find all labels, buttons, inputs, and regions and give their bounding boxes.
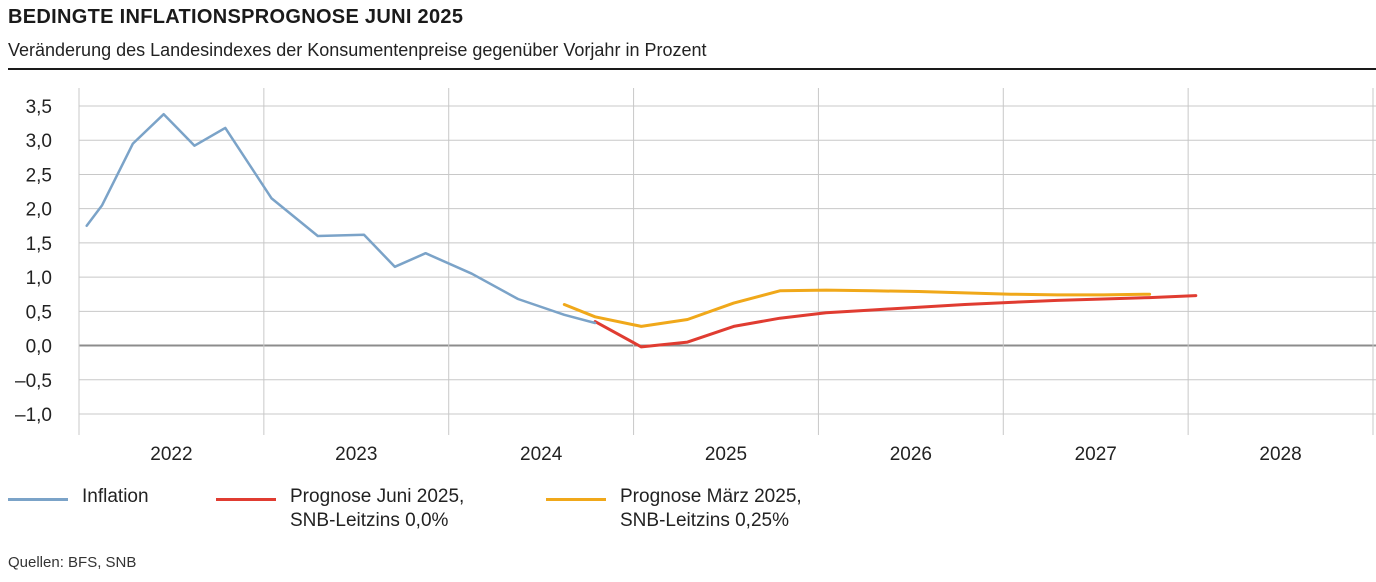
x-tick-label: 2027 [1075,444,1117,465]
x-tick-label: 2025 [705,444,747,465]
legend-swatch-inflation [8,498,68,501]
x-tick-label: 2028 [1259,444,1301,465]
legend-label-june-line1: Prognose Juni 2025, [290,486,465,507]
legend-label-march-line2: SNB-Leitzins 0,25% [620,510,789,531]
grid-lines [78,88,1376,435]
legend-label-march-line1: Prognose März 2025, [620,486,802,507]
line-chart: 3,53,02,52,01,51,00,50,0–0,5–1,0 2022 202… [15,88,1376,465]
series-line-inflation [85,112,597,325]
x-axis: 2022 2023 2024 2025 2026 2027 2028 [150,444,1301,465]
source-note: Quellen: BFS, SNB [8,554,137,571]
legend-item-march: Prognose März 2025, SNB-Leitzins 0,25% [546,484,886,544]
y-tick-label: 1,5 [26,234,52,255]
y-tick-label: 2,0 [26,200,52,221]
series-line-prognose-maerz [562,288,1152,328]
legend-label-inflation: Inflation [82,486,149,507]
x-tick-label: 2022 [150,444,192,465]
chart-subtitle: Veränderung des Landesindexes der Konsum… [8,40,707,60]
y-tick-label: –1,0 [15,405,52,426]
series-line-prognose-juni [593,294,1198,349]
x-tick-label: 2024 [520,444,563,465]
chart-title: BEDINGTE INFLATIONSPROGNOSE JUNI 2025 [8,6,464,28]
legend-item-june: Prognose Juni 2025, SNB-Leitzins 0,0% [216,484,536,544]
y-tick-label: –0,5 [15,371,52,392]
legend-label-june-line2: SNB-Leitzins 0,0% [290,510,449,531]
y-tick-label: 0,5 [26,302,52,323]
y-tick-label: 2,5 [26,165,52,186]
legend-item-inflation: Inflation [8,484,208,544]
y-axis: 3,5 3,0 2,5 2,0 1,5 1,0 0,5 0,0 –0,5 –1,0 [15,97,52,426]
x-tick-label: 2023 [335,444,377,465]
y-tick-label: 3,5 [26,97,52,118]
y-tick-label: 1,0 [26,268,52,289]
y-tick-label: 0,0 [26,337,52,358]
x-tick-label: 2026 [890,444,932,465]
legend-swatch-june [216,498,276,501]
legend-swatch-march [546,498,606,501]
series-lines [85,112,1198,349]
title-rule [8,68,1376,70]
y-tick-label: 3,0 [26,131,52,152]
